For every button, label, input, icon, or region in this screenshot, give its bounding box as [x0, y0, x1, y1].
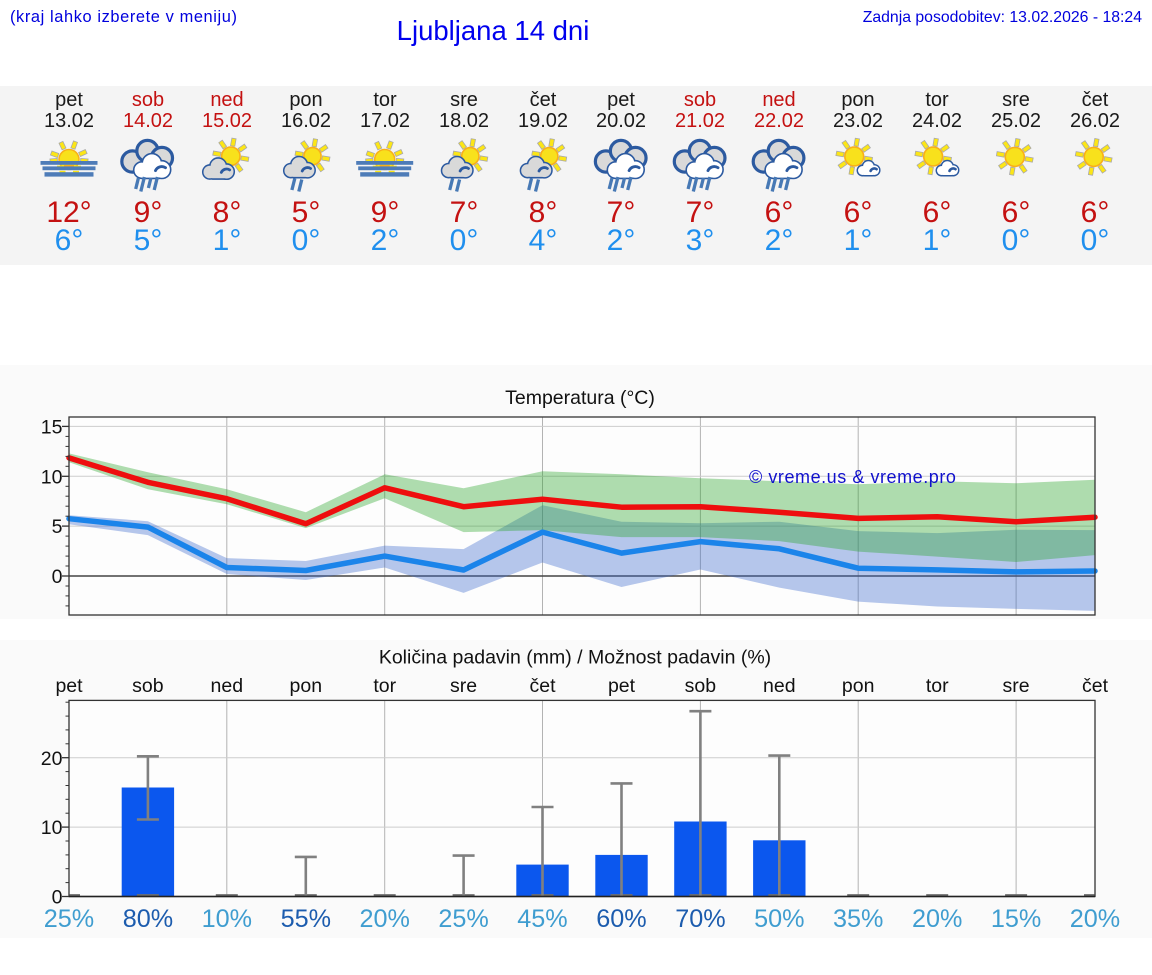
svg-text:Količina padavin (mm) / Možnos: Količina padavin (mm) / Možnost padavin … — [379, 647, 771, 669]
svg-text:pon: pon — [290, 675, 323, 697]
svg-text:55%: 55% — [281, 905, 331, 933]
svg-text:čet: čet — [529, 675, 556, 697]
svg-text:pon: pon — [842, 675, 875, 697]
svg-text:10: 10 — [41, 466, 63, 488]
svg-text:20%: 20% — [359, 905, 409, 933]
svg-text:pet: pet — [608, 675, 636, 697]
svg-text:Temperatura (°C): Temperatura (°C) — [505, 387, 655, 409]
svg-text:ned: ned — [763, 675, 796, 697]
svg-text:pet: pet — [55, 675, 83, 697]
svg-text:sob: sob — [132, 675, 164, 697]
svg-text:10%: 10% — [202, 905, 252, 933]
svg-text:sre: sre — [1003, 675, 1030, 697]
svg-text:20%: 20% — [912, 905, 962, 933]
svg-text:10: 10 — [41, 817, 63, 839]
svg-text:sob: sob — [685, 675, 717, 697]
svg-text:60%: 60% — [596, 905, 646, 933]
svg-text:70%: 70% — [675, 905, 725, 933]
svg-text:15%: 15% — [991, 905, 1041, 933]
svg-text:čet: čet — [1082, 675, 1109, 697]
svg-text:0: 0 — [52, 566, 63, 588]
svg-text:35%: 35% — [833, 905, 883, 933]
svg-text:15: 15 — [41, 417, 63, 439]
svg-text:50%: 50% — [754, 905, 804, 933]
svg-text:25%: 25% — [44, 905, 94, 933]
svg-text:25%: 25% — [438, 905, 488, 933]
svg-text:sre: sre — [450, 675, 477, 697]
svg-text:80%: 80% — [123, 905, 173, 933]
svg-text:© vreme.us & vreme.pro: © vreme.us & vreme.pro — [749, 467, 956, 487]
svg-text:20: 20 — [41, 748, 63, 770]
svg-text:tor: tor — [373, 675, 396, 697]
svg-text:tor: tor — [926, 675, 949, 697]
svg-text:ned: ned — [211, 675, 244, 697]
svg-text:0: 0 — [52, 887, 63, 909]
svg-text:45%: 45% — [517, 905, 567, 933]
svg-text:20%: 20% — [1070, 905, 1120, 933]
svg-text:5: 5 — [52, 516, 63, 538]
